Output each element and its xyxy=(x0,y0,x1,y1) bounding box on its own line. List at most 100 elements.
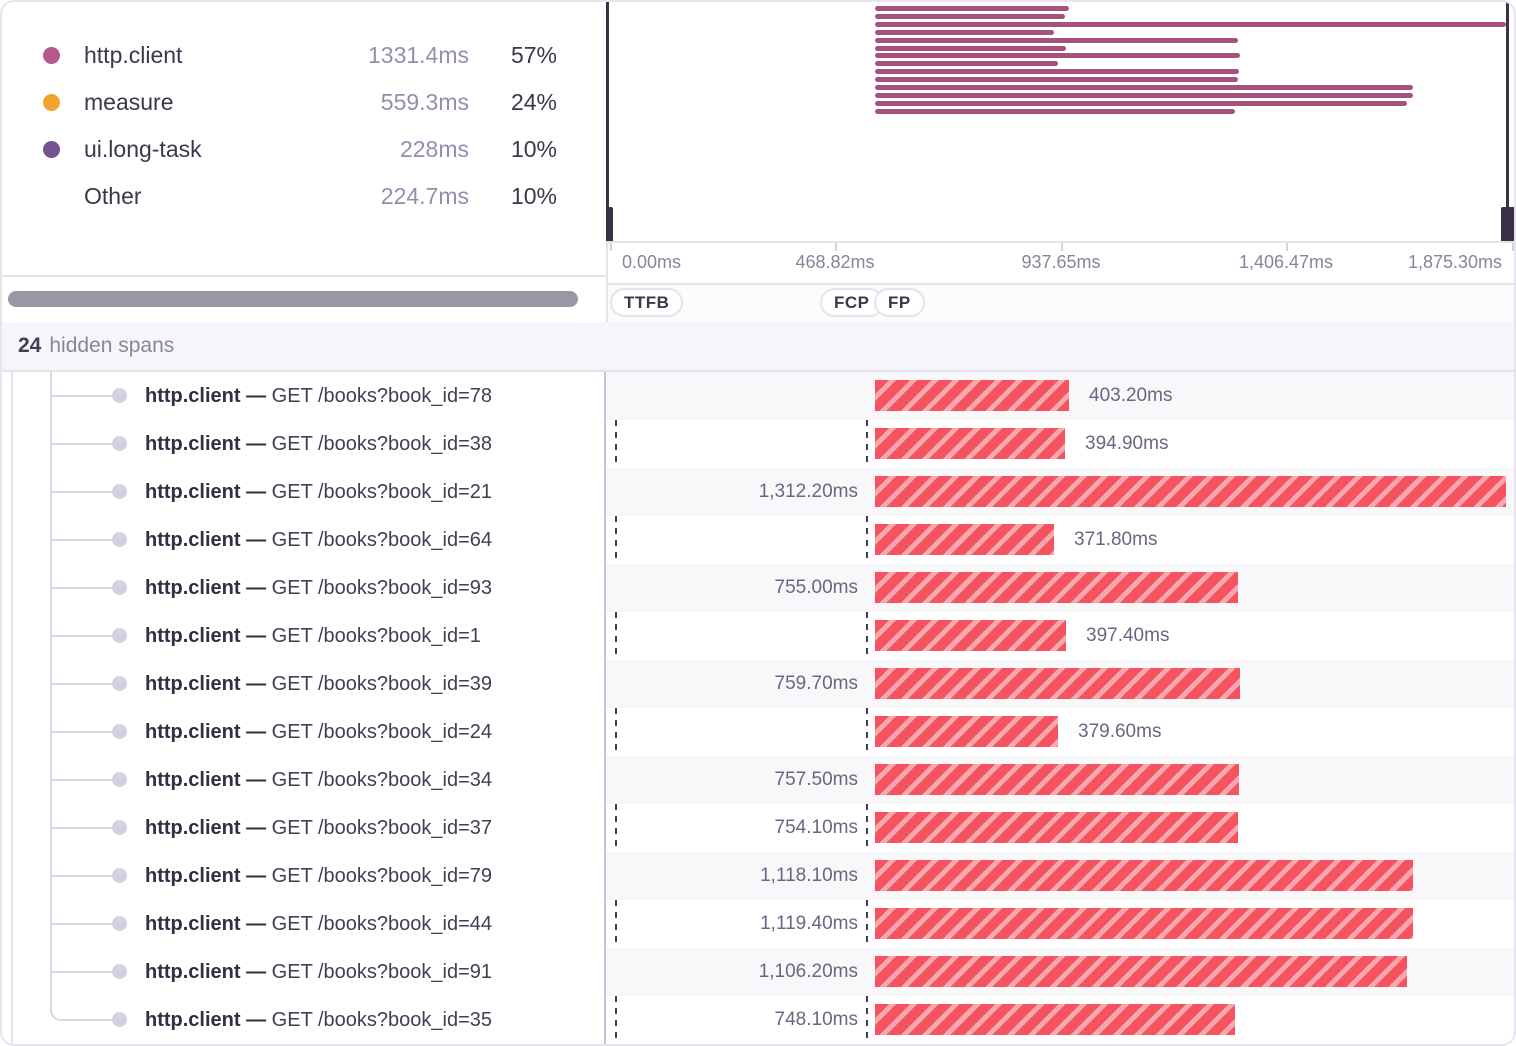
span-row[interactable]: http.client — GET /books?book_id=21 1,31… xyxy=(2,468,1514,516)
span-row[interactable]: http.client — GET /books?book_id=1 397.4… xyxy=(2,612,1514,660)
legend-percent: 10% xyxy=(510,183,557,209)
span-row[interactable]: http.client — GET /books?book_id=93 755.… xyxy=(2,564,1514,612)
span-duration-bar[interactable] xyxy=(875,1004,1235,1035)
tree-node-dot xyxy=(112,676,127,691)
span-chart-cell[interactable]: 748.10ms xyxy=(606,996,1514,1044)
minimap-left-handle-line[interactable] xyxy=(606,2,609,207)
span-row[interactable]: http.client — GET /books?book_id=64 371.… xyxy=(2,516,1514,564)
span-duration-bar[interactable] xyxy=(875,908,1413,939)
legend-op-name: ui.long-task xyxy=(84,136,202,162)
span-duration-bar[interactable] xyxy=(875,668,1240,699)
span-chart-cell[interactable]: 755.00ms xyxy=(606,564,1514,612)
span-chart-cell[interactable]: 1,312.20ms xyxy=(606,468,1514,516)
span-chart-cell[interactable]: 1,106.20ms xyxy=(606,948,1514,996)
span-chart-cell[interactable]: 371.80ms xyxy=(606,516,1514,564)
legend-percent: 24% xyxy=(510,89,557,115)
span-chart-cell[interactable]: 757.50ms xyxy=(606,756,1514,804)
tree-branch-line xyxy=(52,395,114,397)
span-duration-bar[interactable] xyxy=(875,428,1065,459)
minimap-span-bar xyxy=(875,37,1238,43)
span-chart-cell[interactable]: 1,119.40ms xyxy=(606,900,1514,948)
span-op: http.client — xyxy=(145,529,267,551)
tree-vertical-line xyxy=(50,372,52,1010)
span-op: http.client — xyxy=(145,1009,267,1031)
minimap-span-bar xyxy=(875,29,1054,35)
span-name-cell[interactable]: http.client — GET /books?book_id=64 xyxy=(2,516,606,564)
span-name-cell[interactable]: http.client — GET /books?book_id=1 xyxy=(2,612,606,660)
span-op: http.client — xyxy=(145,721,267,743)
span-row[interactable]: http.client — GET /books?book_id=79 1,11… xyxy=(2,852,1514,900)
hidden-spans-row[interactable]: 24 hidden spans xyxy=(2,322,1514,372)
span-name-cell[interactable]: http.client — GET /books?book_id=21 xyxy=(2,468,606,516)
span-name-cell[interactable]: http.client — GET /books?book_id=35 xyxy=(2,996,606,1044)
span-description: GET /books?book_id=39 xyxy=(271,673,493,695)
span-duration-bar[interactable] xyxy=(875,572,1238,603)
span-title: http.client — GET /books?book_id=64 xyxy=(145,516,492,564)
span-chart-cell[interactable]: 394.90ms xyxy=(606,420,1514,468)
span-chart-cell[interactable]: 397.40ms xyxy=(606,612,1514,660)
span-name-cell[interactable]: http.client — GET /books?book_id=38 xyxy=(2,420,606,468)
horizontal-scrollbar-thumb[interactable] xyxy=(8,291,578,307)
span-description: GET /books?book_id=91 xyxy=(271,961,493,983)
minimap-right-handle-grip[interactable] xyxy=(1501,207,1514,241)
span-chart-cell[interactable]: 379.60ms xyxy=(606,708,1514,756)
minimap-span-bar xyxy=(875,45,1066,51)
tree-branch-line xyxy=(52,443,114,445)
span-row[interactable]: http.client — GET /books?book_id=44 1,11… xyxy=(2,900,1514,948)
span-description: GET /books?book_id=37 xyxy=(271,817,493,839)
span-title: http.client — GET /books?book_id=44 xyxy=(145,900,492,948)
span-name-cell[interactable]: http.client — GET /books?book_id=93 xyxy=(2,564,606,612)
span-title: http.client — GET /books?book_id=91 xyxy=(145,948,492,996)
span-row[interactable]: http.client — GET /books?book_id=78 403.… xyxy=(2,372,1514,420)
span-row[interactable]: http.client — GET /books?book_id=35 748.… xyxy=(2,996,1514,1044)
span-row[interactable]: http.client — GET /books?book_id=37 754.… xyxy=(2,804,1514,852)
span-description: GET /books?book_id=44 xyxy=(271,913,493,935)
span-row[interactable]: http.client — GET /books?book_id=91 1,10… xyxy=(2,948,1514,996)
tree-branch-line xyxy=(52,971,114,973)
span-chart-cell[interactable]: 1,118.10ms xyxy=(606,852,1514,900)
horizontal-scrollbar-track[interactable] xyxy=(2,277,606,322)
tree-node-dot xyxy=(112,532,127,547)
span-chart-cell[interactable]: 754.10ms xyxy=(606,804,1514,852)
span-duration-bar[interactable] xyxy=(875,380,1069,411)
span-row[interactable]: http.client — GET /books?book_id=34 757.… xyxy=(2,756,1514,804)
vital-marker-line-fp xyxy=(866,372,868,1044)
span-name-cell[interactable]: http.client — GET /books?book_id=78 xyxy=(2,372,606,420)
span-duration-bar[interactable] xyxy=(875,860,1413,891)
span-duration-bar[interactable] xyxy=(875,620,1066,651)
span-chart-cell[interactable]: 759.70ms xyxy=(606,660,1514,708)
span-name-cell[interactable]: http.client — GET /books?book_id=34 xyxy=(2,756,606,804)
minimap-span-bar xyxy=(875,13,1065,19)
span-name-cell[interactable]: http.client — GET /books?book_id=44 xyxy=(2,900,606,948)
axis-tick xyxy=(835,243,837,251)
span-name-cell[interactable]: http.client — GET /books?book_id=39 xyxy=(2,660,606,708)
span-duration-bar[interactable] xyxy=(875,812,1238,843)
span-row[interactable]: http.client — GET /books?book_id=39 759.… xyxy=(2,660,1514,708)
span-duration-bar[interactable] xyxy=(875,956,1407,987)
legend-duration: 224.7ms xyxy=(380,183,469,209)
span-name-cell[interactable]: http.client — GET /books?book_id=24 xyxy=(2,708,606,756)
span-name-cell[interactable]: http.client — GET /books?book_id=91 xyxy=(2,948,606,996)
web-vital-badge-fcp: FCP xyxy=(820,288,884,317)
span-title: http.client — GET /books?book_id=37 xyxy=(145,804,492,852)
minimap-span-bar xyxy=(875,6,1069,11)
span-duration-bar[interactable] xyxy=(875,764,1239,795)
minimap-right-handle-line[interactable] xyxy=(1506,2,1509,207)
minimap[interactable] xyxy=(606,2,1514,243)
span-duration-bar[interactable] xyxy=(875,716,1058,747)
span-chart-cell[interactable]: 403.20ms xyxy=(606,372,1514,420)
span-row[interactable]: http.client — GET /books?book_id=38 394.… xyxy=(2,420,1514,468)
gutter-line xyxy=(11,372,13,1044)
span-duration-bar[interactable] xyxy=(875,524,1054,555)
legend-duration: 559.3ms xyxy=(380,89,469,115)
axis-tick xyxy=(1061,243,1063,251)
span-description: GET /books?book_id=21 xyxy=(271,481,493,503)
span-name-cell[interactable]: http.client — GET /books?book_id=79 xyxy=(2,852,606,900)
span-name-cell[interactable]: http.client — GET /books?book_id=37 xyxy=(2,804,606,852)
minimap-left-handle-grip[interactable] xyxy=(606,207,613,241)
span-duration-label: 755.00ms xyxy=(774,577,858,598)
span-row[interactable]: http.client — GET /books?book_id=24 379.… xyxy=(2,708,1514,756)
span-duration-label: 748.10ms xyxy=(774,1009,858,1030)
tree-node-dot xyxy=(112,484,127,499)
span-duration-bar[interactable] xyxy=(875,476,1506,507)
